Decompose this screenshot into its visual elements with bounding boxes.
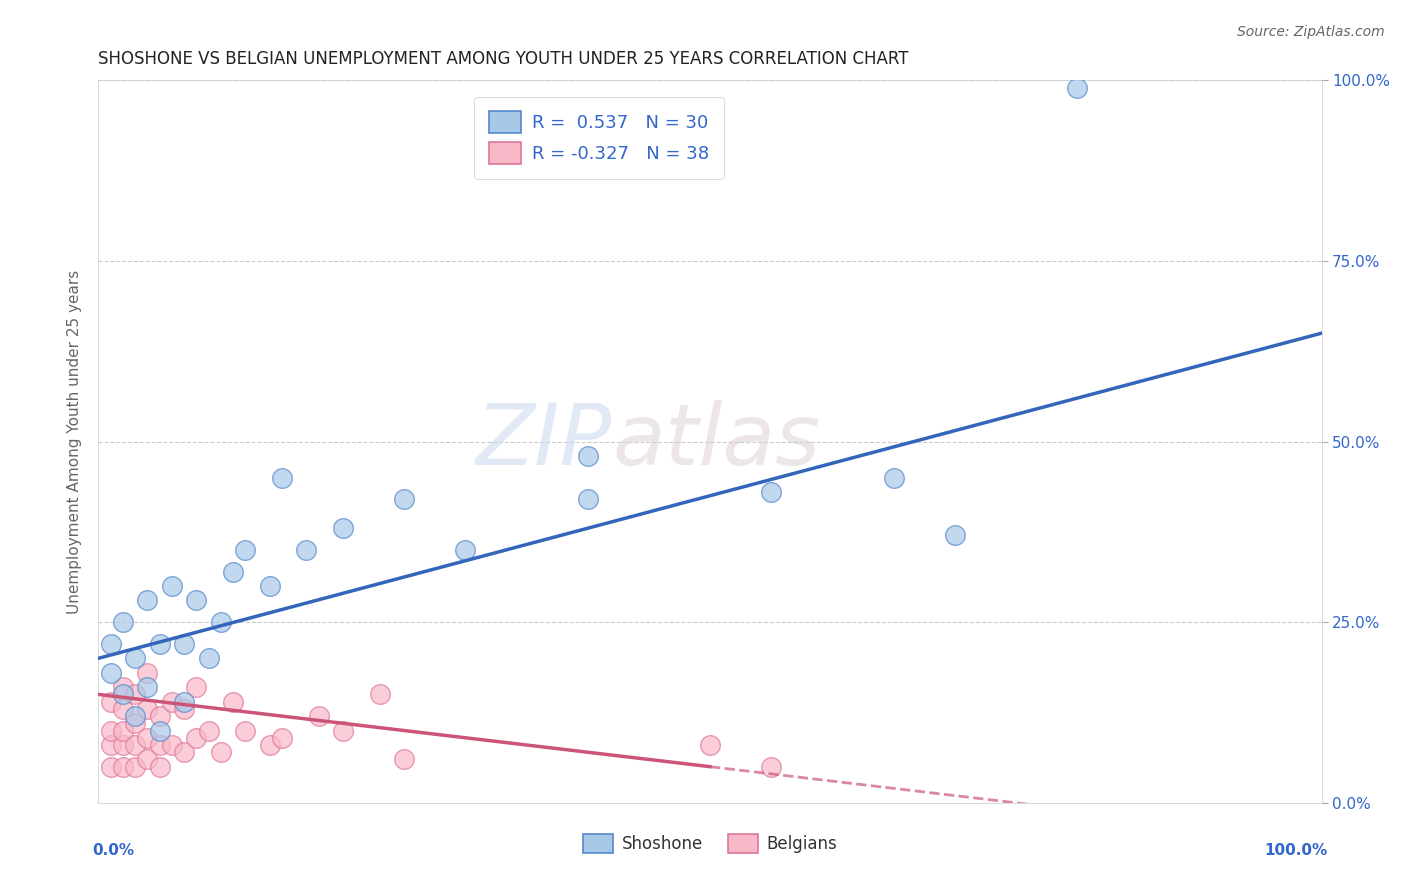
Point [295, 542, 318, 557]
Point [392, 492, 416, 507]
Point [111, 702, 134, 716]
Point [100, 738, 122, 752]
Point [197, 723, 219, 738]
Point [1066, 80, 1088, 95]
Point [136, 593, 159, 607]
Legend: Shoshone, Belgians: Shoshone, Belgians [576, 827, 844, 860]
Point [124, 709, 146, 723]
Point [197, 651, 219, 665]
Point [160, 579, 183, 593]
Point [173, 702, 195, 716]
Point [124, 738, 146, 752]
Point [368, 687, 391, 701]
Text: SHOSHONE VS BELGIAN UNEMPLOYMENT AMONG YOUTH UNDER 25 YEARS CORRELATION CHART: SHOSHONE VS BELGIAN UNEMPLOYMENT AMONG Y… [98, 50, 908, 68]
Point [332, 521, 354, 535]
Point [136, 702, 159, 716]
Text: 100.0%: 100.0% [1264, 843, 1327, 857]
Text: ZIP: ZIP [475, 400, 612, 483]
Point [270, 731, 294, 745]
Point [270, 471, 294, 485]
Point [222, 565, 245, 579]
Point [136, 665, 159, 680]
Point [259, 579, 281, 593]
Point [136, 752, 159, 766]
Point [332, 723, 354, 738]
Point [209, 615, 232, 630]
Point [259, 738, 281, 752]
Point [149, 637, 172, 651]
Point [111, 738, 134, 752]
Point [454, 542, 477, 557]
Point [111, 760, 134, 774]
Point [699, 738, 721, 752]
Point [233, 723, 256, 738]
Point [186, 680, 208, 694]
Point [576, 449, 599, 463]
Point [173, 695, 195, 709]
Point [186, 731, 208, 745]
Point [222, 695, 245, 709]
Point [173, 745, 195, 759]
Point [136, 680, 159, 694]
Point [100, 760, 122, 774]
Point [100, 637, 122, 651]
Point [209, 745, 232, 759]
Text: 0.0%: 0.0% [93, 843, 135, 857]
Point [761, 760, 783, 774]
Point [111, 723, 134, 738]
Point [100, 695, 122, 709]
Point [149, 709, 172, 723]
Point [761, 485, 783, 500]
Point [124, 760, 146, 774]
Text: atlas: atlas [612, 400, 820, 483]
Point [186, 593, 208, 607]
Text: Source: ZipAtlas.com: Source: ZipAtlas.com [1237, 25, 1385, 39]
Y-axis label: Unemployment Among Youth under 25 years: Unemployment Among Youth under 25 years [67, 269, 83, 614]
Point [392, 752, 416, 766]
Point [124, 716, 146, 731]
Point [160, 738, 183, 752]
Point [149, 738, 172, 752]
Point [160, 695, 183, 709]
Point [124, 687, 146, 701]
Point [173, 637, 195, 651]
Point [576, 492, 599, 507]
Point [943, 528, 966, 542]
Point [100, 723, 122, 738]
Point [149, 723, 172, 738]
Point [124, 651, 146, 665]
Point [136, 731, 159, 745]
Point [308, 709, 330, 723]
Point [111, 680, 134, 694]
Point [100, 665, 122, 680]
Point [111, 687, 134, 701]
Point [883, 471, 905, 485]
Point [149, 760, 172, 774]
Point [233, 542, 256, 557]
Point [111, 615, 134, 630]
